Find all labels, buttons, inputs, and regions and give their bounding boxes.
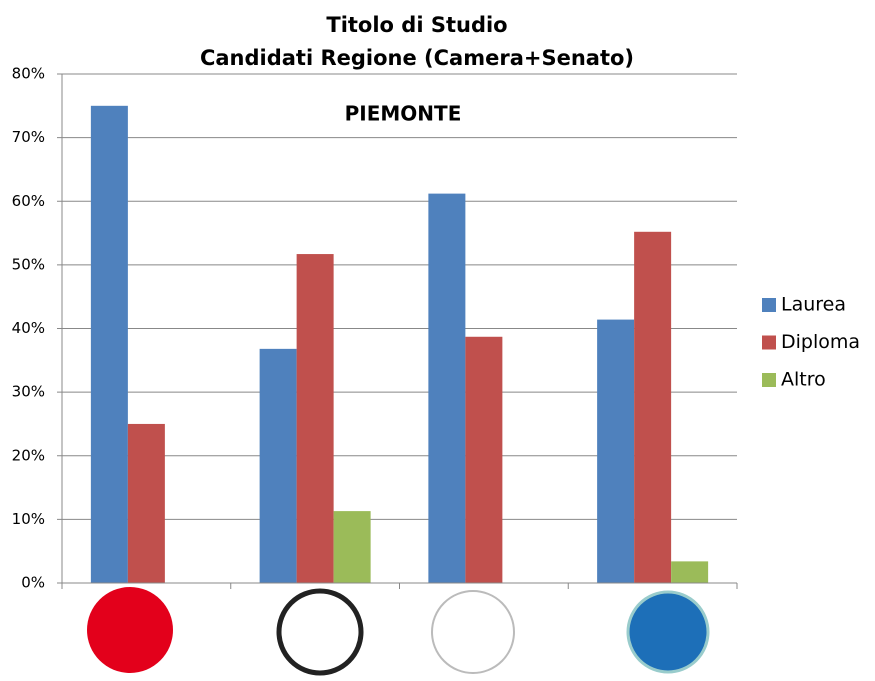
bar: [333, 511, 371, 583]
y-tick-label: 80%: [12, 65, 45, 83]
party-logos: [87, 587, 710, 676]
legend-label: Laurea: [781, 294, 846, 316]
y-tick-label: 40%: [12, 319, 45, 337]
y-tick-label: 20%: [12, 446, 45, 464]
legend-swatch: [762, 373, 776, 387]
logo: [626, 590, 710, 674]
logo: [431, 590, 515, 674]
legend-label: Altro: [781, 369, 826, 391]
annotation: PIEMONTE: [345, 102, 462, 126]
logo: [276, 588, 364, 676]
bar: [597, 319, 635, 583]
y-tick-label: 30%: [12, 383, 45, 401]
legend-label: Diploma: [781, 331, 860, 353]
y-tick-label: 50%: [12, 255, 45, 273]
y-tick-label: 60%: [12, 192, 45, 210]
bar: [296, 254, 334, 583]
chart-title: Titolo di Studio: [326, 13, 507, 37]
bar: [90, 105, 128, 583]
chart-subtitle: Candidati Regione (Camera+Senato): [200, 46, 634, 70]
bar: [634, 231, 672, 584]
bar: [465, 336, 503, 583]
bar: [671, 561, 709, 583]
y-tick-label: 10%: [12, 510, 45, 528]
legend-swatch: [762, 298, 776, 312]
bar: [127, 423, 165, 583]
y-tick-label: 70%: [12, 128, 45, 146]
bar: [428, 193, 466, 584]
bar: [259, 348, 297, 583]
legend-swatch: [762, 335, 776, 350]
logo: [87, 587, 173, 673]
y-tick-label: 0%: [21, 574, 45, 592]
